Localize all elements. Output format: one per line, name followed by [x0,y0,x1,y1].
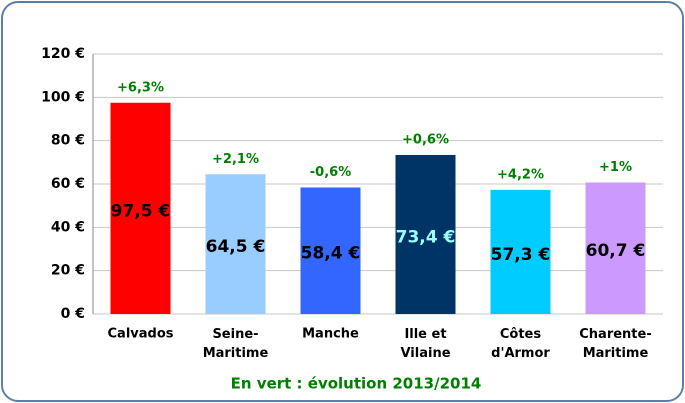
y-tick-label: 120 € [41,46,85,62]
annotation: +4,2% [497,167,544,182]
value-label: 57,3 € [491,245,551,265]
note: En vert : évolution 2013/2014 [231,375,482,393]
y-tick-label: 80 € [51,133,85,149]
value-label: 97,5 € [111,201,171,221]
annotation: +2,1% [212,152,259,167]
bar [300,187,361,314]
value-label: 73,4 € [396,227,456,247]
value-label: 58,4 € [301,244,361,264]
y-tick-label: 20 € [51,263,85,279]
x-tick-label: Calvados [108,327,174,342]
annotation: -0,6% [310,165,351,180]
annotation: +1% [599,160,632,175]
x-tick-label: Manche [302,327,359,342]
y-tick-label: 0 € [61,306,85,322]
value-label: 60,7 € [586,241,646,261]
y-tick-label: 40 € [51,219,85,235]
value-label: 64,5 € [206,237,266,257]
x-tick-label: Ille et Vilaine [400,327,450,361]
x-tick-label: Côtes d'Armor [491,327,550,361]
bar [585,182,646,314]
bar [490,189,551,314]
bar [395,154,456,314]
y-tick-label: 100 € [41,89,85,105]
annotation: +6,3% [117,80,164,95]
bar [205,174,266,314]
y-tick-label: 60 € [51,176,85,192]
annotation: +0,6% [402,132,449,147]
bar [110,102,171,314]
x-tick-label: Seine-Maritime [203,327,269,361]
x-tick-label: Charente-Maritime [579,327,651,361]
